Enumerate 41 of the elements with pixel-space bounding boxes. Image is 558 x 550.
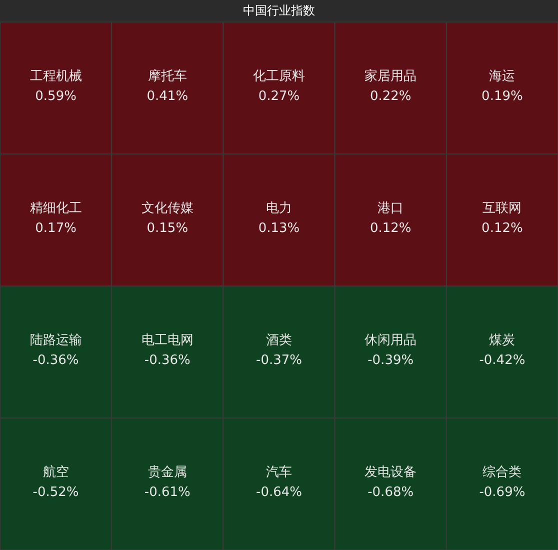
data-label: 0.15% [146,220,188,236]
data-label: -0.36% [144,352,190,368]
data-label: -0.37% [256,352,302,368]
category-label: 汽车 [266,465,292,480]
data-label: 0.59% [35,88,76,104]
data-label: -0.68% [368,484,414,500]
category-label: 休闲用品 [364,333,417,348]
category-label: 港口 [378,201,404,216]
data-label: 0.22% [370,88,412,104]
category-label: 综合类 [482,465,522,480]
category-label: 精细化工 [30,201,82,216]
category-label: 工程机械 [30,69,82,84]
data-label: -0.42% [479,352,526,368]
category-label: 化工原料 [253,69,305,84]
category-label: 家居用品 [364,68,417,84]
category-label: 摩托车 [148,69,187,84]
category-label: 陆路运输 [30,333,82,348]
category-label: 航空 [42,465,69,480]
category-label: 煤炭 [489,333,516,348]
category-label: 贵金属 [148,465,187,480]
category-label: 海运 [489,69,516,84]
data-label: -0.69% [479,484,526,500]
data-label: 0.41% [146,88,188,104]
data-label: 0.27% [258,88,300,104]
category-label: 电力 [266,201,292,216]
data-label: 0.12% [482,220,523,236]
category-label: 文化传媒 [141,201,194,216]
category-label: 电工电网 [141,333,194,348]
data-label: -0.52% [32,484,79,500]
category-label: 酒类 [266,333,292,348]
data-label: 0.12% [370,220,412,236]
data-label: -0.61% [144,484,190,500]
data-label: 0.13% [258,220,300,236]
text: 中国行业指数 [243,4,315,18]
data-label: 0.17% [35,220,76,236]
category-label: 发电设备 [364,465,417,480]
data-label: -0.36% [32,352,79,368]
data-label: -0.39% [368,352,414,368]
category-label: 互联网 [482,201,522,216]
data-label: 0.19% [482,88,523,104]
data-label: -0.64% [256,484,302,500]
